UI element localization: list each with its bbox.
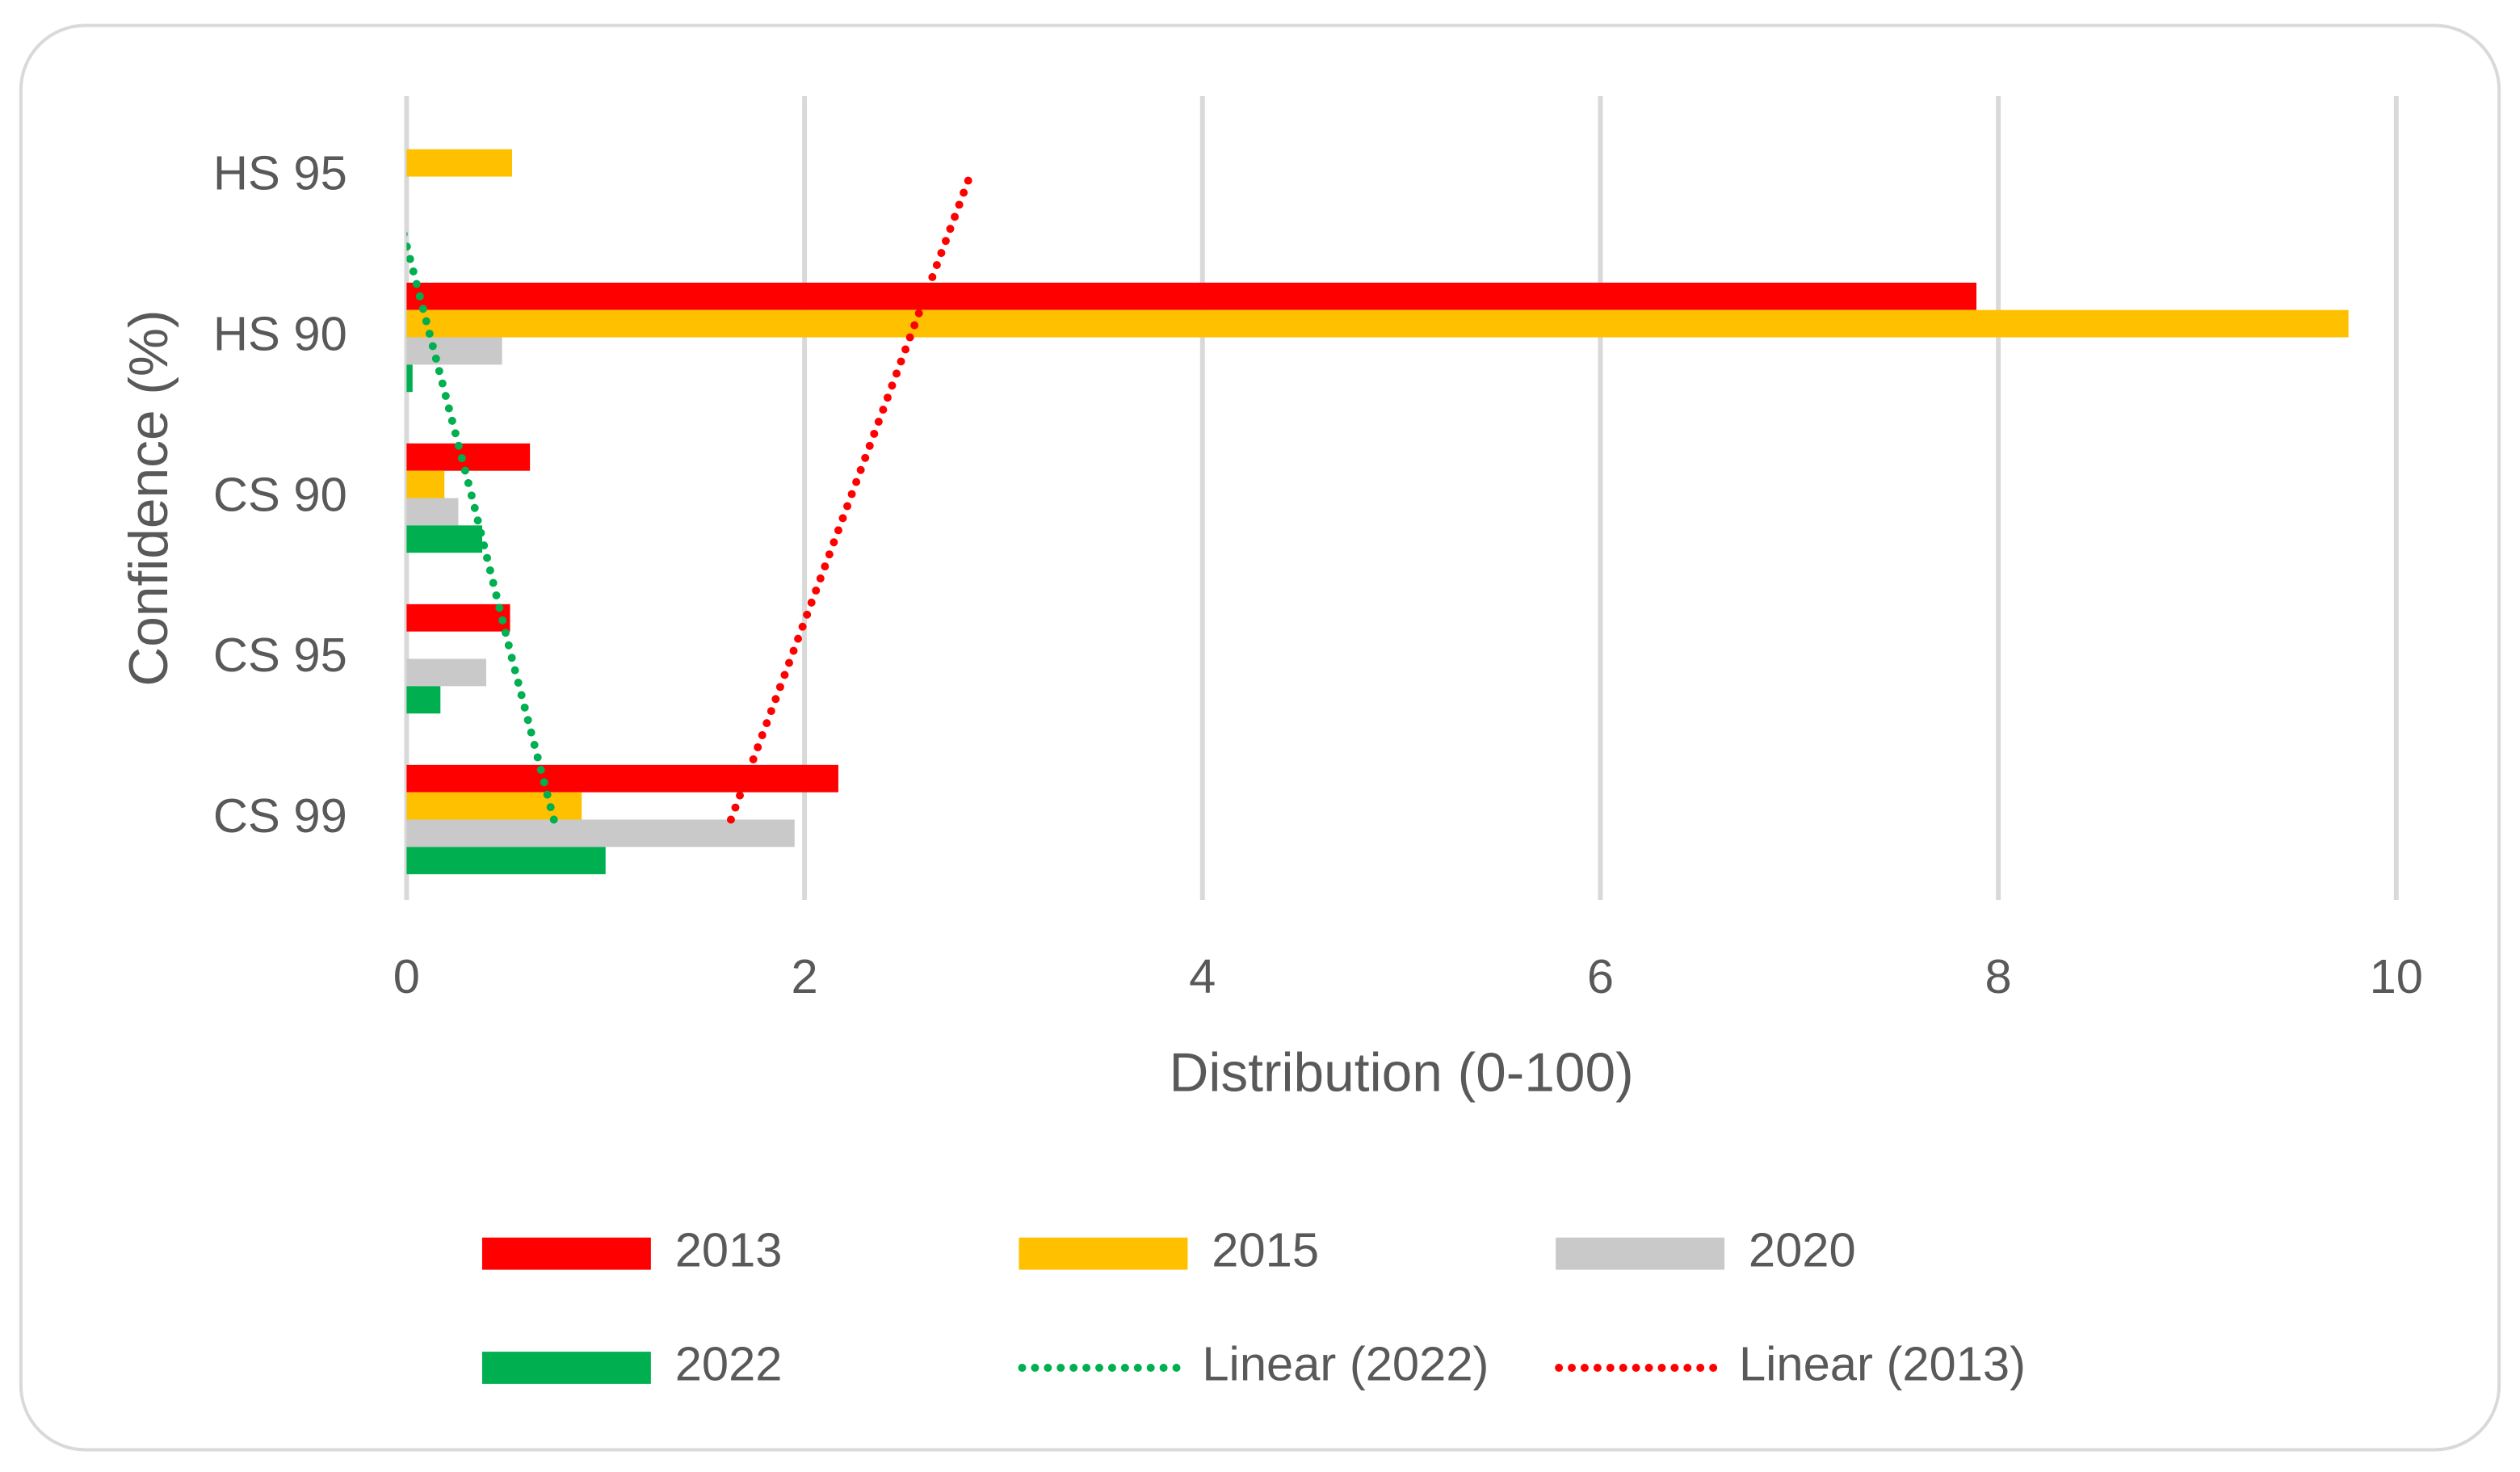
x-tick-label: 2 [791,949,817,1003]
bar [406,470,445,498]
y-axis-title: Confidence (%) [119,309,179,686]
y-tick-label: HS 95 [213,145,347,200]
bar [406,364,413,393]
legend-label: 2013 [675,1222,783,1276]
legend-label: 2015 [1212,1222,1319,1276]
x-tick-label: 6 [1587,949,1614,1003]
legend-label: 2020 [1749,1222,1856,1276]
bar [406,309,2349,338]
trendline [406,229,558,824]
legend-swatch [481,1237,651,1270]
bar [406,443,531,471]
bar [406,847,606,875]
legend-swatch [1556,1237,1725,1270]
bar [406,604,510,632]
bar [406,337,502,365]
bar [406,525,483,553]
bar [406,498,459,526]
trendlines [406,172,974,824]
legend-swatch [1018,1237,1188,1270]
y-tick-label: HS 90 [213,306,347,360]
x-tick-label: 0 [393,949,420,1003]
x-tick-label: 8 [1985,949,2012,1003]
bar [406,819,795,847]
bar [406,792,582,820]
legend-label: 2022 [675,1337,783,1391]
bar [406,149,512,177]
bar [406,686,441,714]
legend-swatch [481,1352,651,1384]
x-axis-title: Distribution (0-100) [1170,1043,1634,1104]
chart-frame [19,23,2501,1452]
y-tick-label: CS 95 [213,628,347,682]
trendline [726,172,974,824]
x-tick-label: 4 [1189,949,1216,1003]
bar [406,658,486,687]
x-tick-label: 10 [2370,949,2423,1003]
bar [406,764,838,793]
y-tick-label: CS 99 [213,789,347,843]
bar [406,282,1977,310]
y-tick-label: CS 90 [213,467,347,521]
legend-label: Linear (2022) [1202,1337,1489,1391]
legend-label: Linear (2013) [1739,1337,2026,1391]
